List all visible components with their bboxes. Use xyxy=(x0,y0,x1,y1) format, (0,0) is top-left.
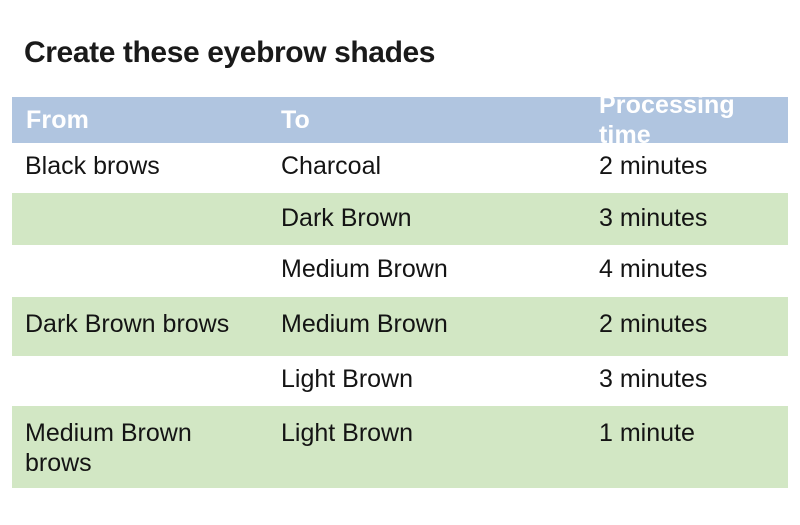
table-row: Medium Brown 4 minutes xyxy=(12,245,788,297)
table-row: Light Brown 3 minutes xyxy=(12,356,788,406)
cell-to: Medium Brown xyxy=(281,255,448,283)
cell-to: Charcoal xyxy=(281,152,382,180)
table-row: Dark Brown 3 minutes xyxy=(12,193,788,245)
cell-to: Light Brown xyxy=(281,365,414,393)
table-row: Dark Brown brows Medium Brown 2 minutes xyxy=(12,297,788,356)
column-header-from: From xyxy=(26,106,89,134)
cell-from: Dark Brown brows xyxy=(25,310,230,338)
cell-to: Medium Brown xyxy=(281,310,448,338)
column-header-processing-time: Processing time xyxy=(599,91,749,149)
cell-from: Black brows xyxy=(25,152,160,180)
cell-to: Light Brown xyxy=(281,419,414,447)
table-header-row: From To Processing time xyxy=(12,91,788,149)
cell-processing-time: 4 minutes xyxy=(599,255,708,283)
table-row: Medium Brown brows Light Brown 1 minute xyxy=(12,406,788,488)
eyebrow-shades-table: From To Processing time Black brows Char… xyxy=(12,91,788,488)
cell-processing-time: 2 minutes xyxy=(599,310,708,338)
cell-processing-time: 3 minutes xyxy=(599,204,708,232)
table-row: Black brows Charcoal 2 minutes xyxy=(12,143,788,193)
cell-processing-time: 1 minute xyxy=(599,419,695,447)
cell-from: Medium Brown brows xyxy=(25,419,192,477)
cell-processing-time: 2 minutes xyxy=(599,152,708,180)
page-title: Create these eyebrow shades xyxy=(24,36,436,69)
column-header-to: To xyxy=(281,106,310,134)
cell-processing-time: 3 minutes xyxy=(599,365,708,393)
cell-to: Dark Brown xyxy=(281,204,412,232)
